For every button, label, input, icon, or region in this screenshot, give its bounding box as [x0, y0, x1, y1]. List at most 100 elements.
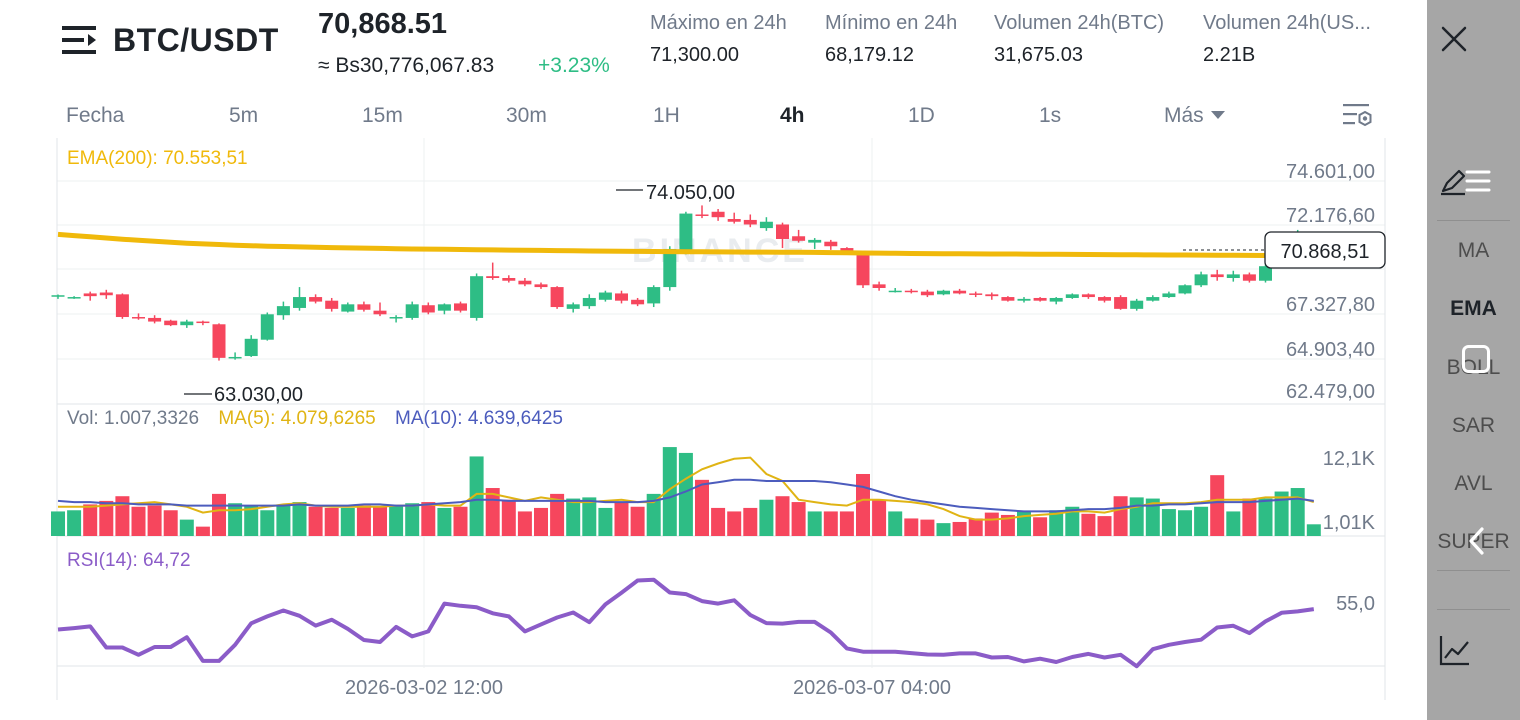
- ma10-legend-text: MA(10): 4.639,6425: [395, 408, 563, 429]
- tab-1h[interactable]: 1H: [653, 104, 680, 127]
- fiat-price: ≈ Bs30,776,067.83: [318, 54, 495, 77]
- volume-bar: [1274, 491, 1289, 536]
- candle-body: [550, 287, 564, 308]
- candle-body: [792, 236, 806, 241]
- candle-body: [663, 248, 677, 288]
- close-icon[interactable]: [1440, 25, 1468, 53]
- candle-body: [421, 305, 435, 313]
- volume-bar: [984, 512, 999, 536]
- tab-1d[interactable]: 1D: [908, 104, 935, 127]
- price-axis-label: 67.327,80: [1286, 294, 1375, 316]
- volume-bar: [1194, 506, 1209, 536]
- candle-body: [502, 278, 516, 281]
- volume-bar: [1097, 516, 1112, 536]
- tab-5m[interactable]: 5m: [229, 104, 259, 127]
- sidebar-item-ema[interactable]: EMA: [1450, 297, 1497, 320]
- tab-4h[interactable]: 4h: [780, 104, 805, 127]
- chart-settings-icon[interactable]: [1342, 100, 1374, 132]
- volume-bar: [453, 506, 468, 536]
- candle-body: [357, 304, 371, 310]
- price-axis-label: 64.903,40: [1286, 339, 1375, 361]
- candle-body: [1049, 297, 1063, 302]
- time-axis-label: 2026-03-07 04:00: [793, 677, 951, 699]
- trading-pair[interactable]: BTC/USDT: [113, 22, 279, 58]
- volume-bar: [630, 506, 645, 536]
- candle-body: [743, 219, 757, 225]
- candle-body: [985, 294, 999, 297]
- ma5-legend-text: MA(5): 4.079,6265: [218, 408, 376, 429]
- volume-bar: [791, 502, 806, 536]
- price-chart[interactable]: BINANCE 74.601,0072.176,6067.327,8064.90…: [0, 138, 1428, 708]
- volume-bar: [1033, 517, 1048, 536]
- volume-bar: [678, 452, 693, 536]
- candle-body: [824, 241, 838, 247]
- candle-body: [83, 293, 97, 297]
- volume-bar: [356, 505, 371, 536]
- volume-bar: [1129, 497, 1144, 536]
- volume-bar: [968, 518, 983, 536]
- candle-body: [180, 321, 194, 326]
- candle-body: [534, 284, 548, 288]
- volume-bar: [99, 500, 114, 536]
- ma5-line: [58, 456, 1315, 521]
- volume-bar: [51, 511, 65, 536]
- indicator-sidebar: MA EMA BOLL SAR AVL SUPER: [1427, 0, 1520, 720]
- volume-bar: [582, 497, 597, 536]
- volume-bar: [1226, 511, 1241, 536]
- candle-body: [969, 293, 983, 295]
- tab-30m[interactable]: 30m: [506, 104, 547, 127]
- candle-body: [1146, 297, 1160, 301]
- sidebar-item-boll[interactable]: BOLL: [1446, 356, 1501, 379]
- chevron-left-icon[interactable]: [1467, 526, 1487, 556]
- volume-bar: [839, 511, 854, 536]
- pair-menu-icon[interactable]: [62, 26, 98, 54]
- volume-bar: [437, 507, 452, 536]
- candle-body: [615, 293, 628, 301]
- volume-bar: [759, 499, 774, 536]
- candle-body: [566, 304, 580, 309]
- sidebar-item-avl[interactable]: AVL: [1454, 472, 1493, 495]
- volume-bar: [856, 473, 870, 536]
- candle-body: [486, 276, 500, 279]
- tab-1s[interactable]: 1s: [1039, 104, 1062, 127]
- volume-bar: [1290, 488, 1305, 536]
- chart-type-icon[interactable]: [1439, 634, 1471, 666]
- candle-body: [1065, 294, 1079, 298]
- draw-tools-icon[interactable]: [1439, 163, 1493, 197]
- stat-value: 68,179.12: [825, 44, 914, 66]
- candle-body: [679, 213, 693, 252]
- tab-fecha[interactable]: Fecha: [66, 104, 125, 127]
- volume-bar: [1065, 506, 1080, 536]
- tab-15m[interactable]: 15m: [362, 104, 403, 127]
- chart-grid: [56, 138, 1386, 700]
- candle-body: [212, 324, 226, 358]
- stat-low-24h: Mínimo en 24h 68,179.12: [825, 12, 957, 67]
- candle-body: [325, 300, 339, 309]
- volume-bar: [1178, 510, 1192, 536]
- volume-axis-label: 1,01K: [1323, 512, 1376, 534]
- volume-bar: [373, 506, 387, 536]
- square-overlay-icon[interactable]: [1461, 344, 1491, 374]
- sidebar-item-ma[interactable]: MA: [1457, 239, 1490, 262]
- ma10-line: [57, 478, 1314, 513]
- candle-body: [309, 297, 323, 302]
- candle-body: [405, 304, 419, 318]
- tab-more[interactable]: Más: [1164, 104, 1225, 128]
- candle-body: [920, 291, 934, 296]
- volume-axis-label: 12,1K: [1323, 448, 1376, 470]
- volume-bar: [292, 502, 307, 536]
- volume-bar: [260, 510, 275, 536]
- volume-bar: [147, 505, 162, 536]
- candle-body: [389, 317, 403, 319]
- volume-bar: [469, 456, 484, 536]
- candle-body: [1017, 298, 1031, 301]
- price-axis-label: 72.176,60: [1286, 205, 1375, 227]
- candle-body: [1130, 300, 1144, 309]
- volume-bar: [421, 502, 436, 536]
- candle-body: [1242, 274, 1256, 281]
- price-change: +3.23%: [538, 54, 610, 77]
- candle-body: [904, 290, 918, 293]
- candle-body: [1114, 297, 1128, 309]
- volume-bar: [1000, 514, 1015, 536]
- sidebar-item-sar[interactable]: SAR: [1451, 414, 1496, 437]
